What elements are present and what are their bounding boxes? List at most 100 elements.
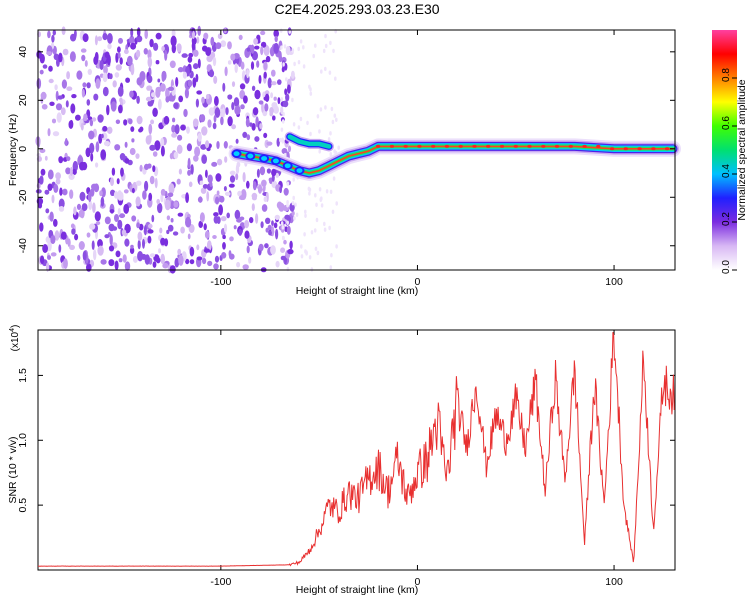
noise-speckle [250, 61, 255, 70]
noise-speckle [314, 43, 317, 48]
noise-speckle [70, 223, 75, 229]
noise-speckle [286, 225, 291, 235]
noise-speckle [121, 229, 127, 236]
noise-speckle [205, 47, 212, 56]
noise-speckle [50, 235, 56, 245]
noise-speckle [308, 84, 311, 90]
noise-speckle [304, 213, 307, 218]
ridge-peak [499, 144, 505, 148]
noise-speckle [280, 45, 283, 50]
noise-speckle [119, 153, 126, 161]
noise-speckle [219, 108, 225, 117]
noise-speckle [282, 100, 289, 108]
noise-speckle [60, 107, 66, 116]
noise-speckle [70, 103, 76, 114]
noise-speckle [293, 61, 296, 67]
noise-speckle [163, 115, 170, 125]
noise-speckle [185, 192, 190, 204]
noise-speckle [280, 255, 286, 261]
noise-speckle [252, 107, 259, 116]
noise-speckle [281, 148, 288, 155]
noise-speckle [285, 45, 291, 56]
noise-speckle [246, 180, 250, 189]
noise-speckle [279, 28, 283, 33]
noise-speckle [231, 81, 236, 87]
noise-speckle [269, 107, 274, 115]
noise-speckle [147, 229, 154, 234]
noise-speckle [295, 212, 299, 217]
noise-speckle [235, 138, 239, 144]
noise-speckle [207, 174, 213, 184]
noise-speckle [103, 140, 111, 147]
ridge-peak [403, 144, 408, 148]
noise-speckle [136, 35, 143, 43]
noise-speckle [110, 177, 114, 186]
noise-speckle [252, 181, 257, 191]
ridge-peak [623, 147, 628, 151]
noise-speckle [78, 241, 85, 250]
noise-speckle [178, 168, 182, 175]
noise-speckle [260, 221, 264, 229]
noise-speckle [160, 253, 165, 265]
noise-speckle [332, 176, 336, 181]
noise-speckle [312, 53, 316, 59]
noise-speckle [145, 96, 152, 102]
noise-speckle [256, 168, 260, 178]
noise-speckle [89, 223, 96, 230]
noise-speckle [139, 126, 144, 132]
noise-speckle [319, 197, 323, 202]
noise-speckle [236, 261, 241, 268]
noise-speckle [161, 73, 165, 82]
noise-speckle [207, 260, 213, 267]
snr-x-tick-label: 0 [415, 576, 421, 588]
noise-speckle [237, 190, 242, 197]
noise-speckle [69, 51, 76, 62]
noise-speckle [39, 53, 45, 64]
noise-speckle [94, 211, 101, 222]
noise-speckle [65, 100, 69, 108]
y-tick-label: -20 [17, 190, 29, 205]
noise-speckle [66, 86, 73, 91]
noise-speckle [118, 213, 126, 219]
noise-speckle [164, 50, 168, 61]
noise-speckle [329, 189, 333, 194]
noise-speckle [99, 190, 103, 197]
noise-speckle [150, 119, 155, 125]
noise-speckle [148, 123, 153, 135]
noise-speckle [302, 64, 306, 69]
noise-speckle [264, 93, 270, 103]
ridge-peak [527, 144, 532, 148]
noise-speckle [335, 117, 338, 123]
noise-speckle [177, 134, 183, 141]
noise-speckle [129, 247, 135, 254]
noise-speckle [291, 97, 294, 103]
noise-speckle [249, 217, 254, 224]
noise-speckle [81, 203, 88, 212]
noise-speckle [118, 104, 123, 114]
noise-speckle [135, 196, 141, 207]
noise-speckle [330, 106, 334, 112]
noise-speckle [337, 145, 341, 150]
noise-speckle [53, 218, 58, 227]
noise-speckle [174, 257, 180, 268]
noise-speckle [306, 120, 309, 126]
noise-speckle [199, 212, 205, 223]
noise-speckle [275, 228, 279, 240]
ridge-blob-core [284, 163, 291, 169]
noise-speckle [152, 165, 156, 173]
noise-speckle [292, 195, 296, 201]
noise-speckle [297, 46, 301, 52]
noise-speckle [136, 27, 141, 37]
noise-speckle [251, 85, 256, 92]
noise-speckle [278, 202, 285, 212]
noise-speckle [119, 97, 123, 103]
noise-speckle [114, 72, 120, 78]
noise-speckle [40, 168, 46, 176]
noise-speckle [80, 122, 84, 131]
noise-speckle [154, 140, 161, 151]
noise-speckle [167, 86, 175, 92]
noise-speckle [45, 236, 51, 244]
noise-speckle [192, 118, 199, 127]
noise-speckle [280, 247, 286, 253]
